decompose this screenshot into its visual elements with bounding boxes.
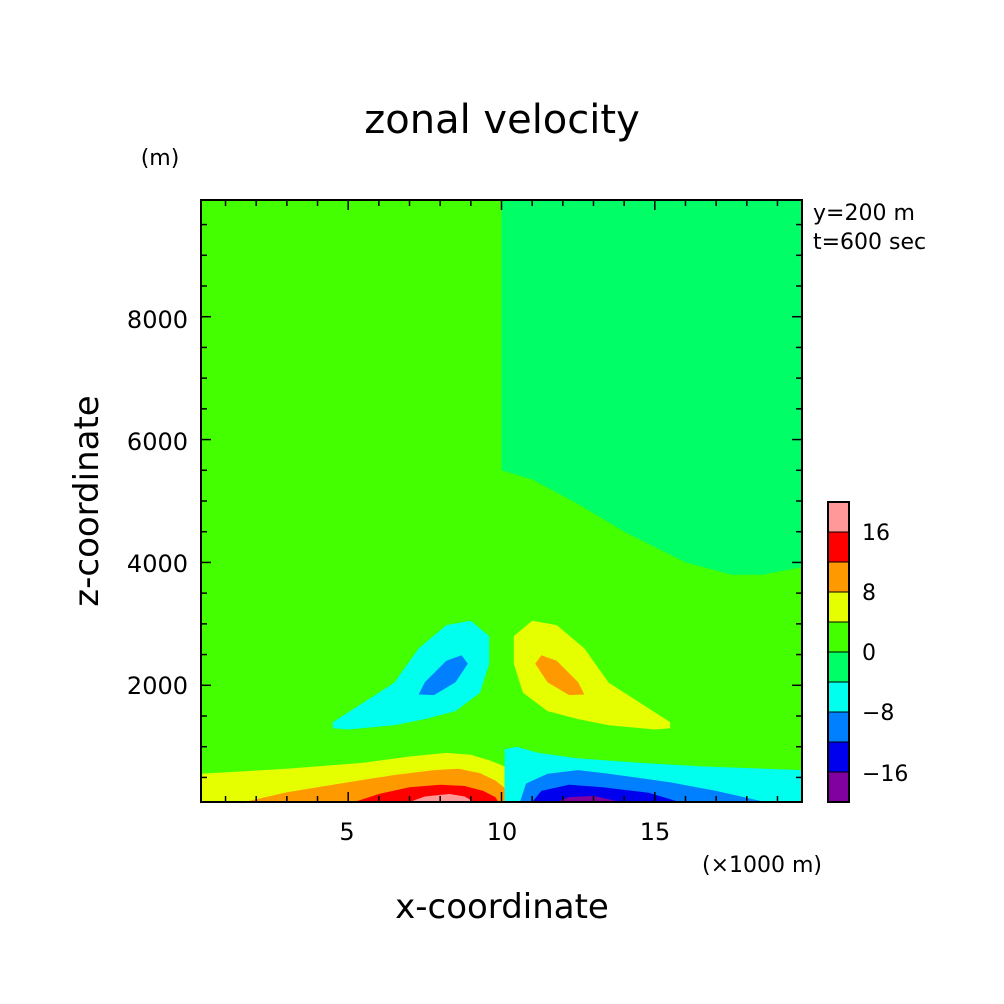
x-tick-label-5: 5 [339,818,354,846]
y-axis-label: z-coordinate [67,395,107,606]
colorbar-swatch-7 [827,591,850,623]
contour-region-1 [201,200,502,575]
annotation-t: t=600 sec [813,230,926,255]
colorbar-swatch-2 [827,741,850,773]
colorbar-label-0: 0 [862,641,876,666]
colorbar-frame [827,501,850,803]
chart-title: zonal velocity [364,97,640,143]
contour-regions [201,200,802,802]
x-axis-label: x-coordinate [395,887,609,927]
x-tick-label-10: 10 [487,818,518,846]
y-tick-label-2000: 2000 [127,672,188,700]
contour-region-13 [513,620,671,730]
colorbar [827,501,850,803]
colorbar-swatch-9 [827,531,850,563]
colorbar-swatch-3 [827,711,850,743]
plot-area [201,200,802,802]
colorbar-swatch-8 [827,561,850,593]
colorbar-label-8: 8 [862,581,876,606]
colorbar-swatch-5 [827,651,850,683]
colorbar-swatch-6 [827,621,850,653]
colorbar-swatch-4 [827,681,850,713]
contour-region-6 [409,794,474,802]
colorbar-label-neg16: −16 [862,762,908,787]
y-tick-label-8000: 8000 [127,306,188,334]
x-unit-label: (×1000 m) [702,853,822,878]
contour-region-10 [556,795,622,802]
colorbar-label-16: 16 [862,521,890,546]
annotation-y: y=200 m [813,201,915,226]
y-ticks [201,223,802,779]
contour-region-14 [535,655,585,696]
x-tick-label-15: 15 [640,818,671,846]
x-ticks [224,200,779,802]
colorbar-swatch-1 [827,771,850,803]
y-unit-label: (m) [141,146,180,171]
y-tick-label-4000: 4000 [127,550,188,578]
colorbar-swatch-10 [827,501,850,533]
colorbar-label-neg8: −8 [862,701,894,726]
contour-region-2 [501,200,802,575]
contour-region-11 [332,620,490,730]
contour-region-12 [418,655,468,696]
y-tick-label-6000: 6000 [127,428,188,456]
